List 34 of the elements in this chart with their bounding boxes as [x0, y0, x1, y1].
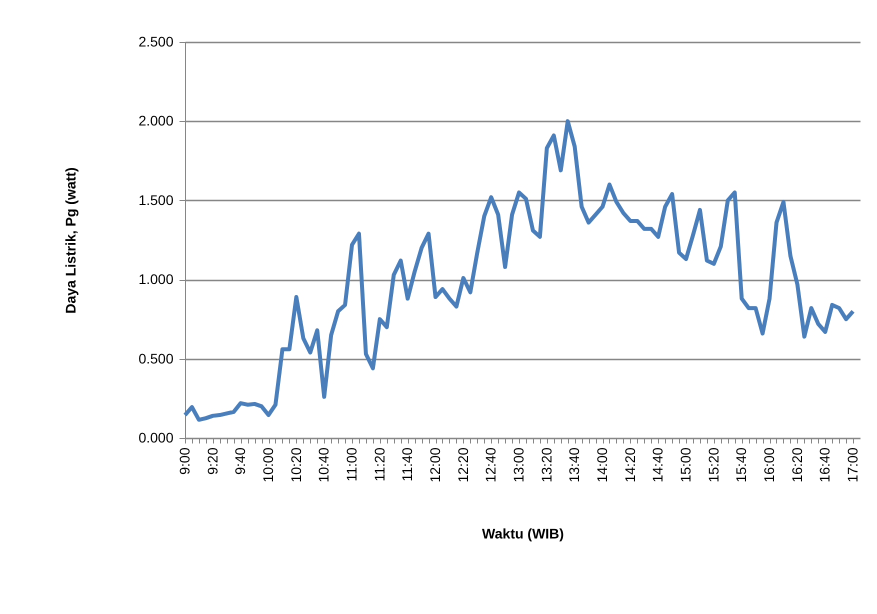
y-tick-label: 0.500 — [138, 350, 174, 366]
y-tick-label: 2.000 — [138, 112, 174, 129]
x-tick-label: 16:00 — [761, 447, 778, 483]
x-tick-label: 11:40 — [399, 447, 416, 482]
x-tick-label: 12:40 — [482, 447, 499, 483]
x-tick-label: 14:40 — [650, 447, 666, 483]
x-tick-label: 14:00 — [594, 447, 610, 483]
x-tick-label: 12:00 — [427, 447, 444, 483]
x-tick-label: 13:20 — [538, 447, 554, 483]
y-tick-label: 2.500 — [138, 34, 174, 50]
line-series — [183, 119, 856, 422]
x-tick-label: 12:20 — [454, 447, 471, 483]
x-tick-label: 13:40 — [566, 447, 582, 483]
x-tick-label: 11:00 — [344, 447, 360, 482]
x-tick-label: 15:40 — [733, 447, 750, 483]
x-tick-label: 14:20 — [622, 447, 638, 483]
x-tick-label: 17:00 — [844, 447, 861, 483]
x-axis-title: Waktu (WIB) — [482, 526, 564, 542]
x-tick-label: 16:20 — [788, 447, 805, 483]
x-tick-label: 10:00 — [260, 447, 276, 483]
x-tick-label: 16:40 — [816, 447, 833, 483]
y-tick-label: 1.500 — [138, 192, 174, 208]
y-tick-label: 1.000 — [138, 271, 174, 288]
x-tick-label: 15:20 — [705, 447, 722, 483]
x-tick-label: 10:40 — [316, 447, 332, 483]
x-tick-label: 15:00 — [678, 447, 694, 483]
x-tick-label: 10:20 — [288, 447, 304, 483]
x-tick-label: 13:00 — [510, 447, 527, 483]
x-tick-label: 9:20 — [204, 447, 220, 475]
y-axis-title: Daya Listrik, Pg (watt) — [62, 167, 78, 314]
y-tick-label: 0.000 — [138, 430, 174, 446]
x-tick-label: 11:20 — [371, 447, 388, 482]
x-tick-label: 9:40 — [232, 447, 248, 475]
x-tick-label: 9:00 — [176, 447, 192, 475]
